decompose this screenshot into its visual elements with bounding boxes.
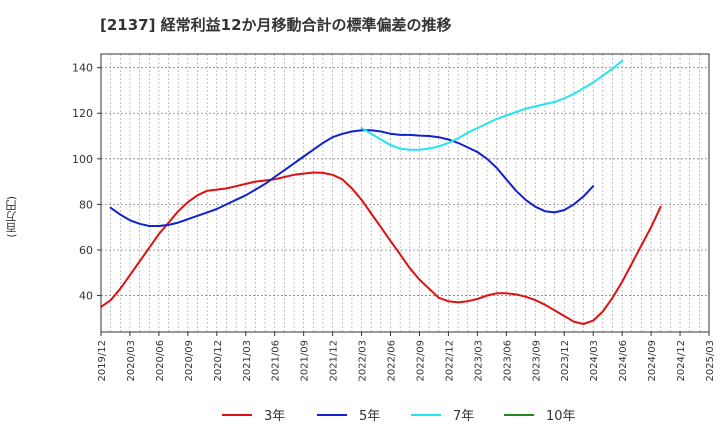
x-tick-label: 2023/03	[473, 340, 484, 382]
x-tick-label: 2020/03	[126, 340, 137, 382]
x-tick-label: 2022/06	[387, 340, 398, 382]
x-tick-label: 2020/12	[213, 340, 224, 382]
y-ticks: 40 60 80 100 120 140	[72, 62, 101, 303]
legend-label: 3年	[264, 409, 285, 424]
x-tick-label: 2021/03	[242, 340, 253, 382]
y-tick-label: 60	[79, 244, 93, 257]
x-tick-label: 2024/12	[676, 340, 687, 382]
x-tick-label: 2021/06	[271, 340, 282, 382]
plot-frame	[100, 53, 710, 333]
x-tick-label: 2025/03	[705, 340, 716, 382]
x-ticks: 2019/12 2020/03 2020/06 2020/09 2020/12 2021/…	[97, 332, 716, 382]
series-line-7年	[360, 59, 624, 151]
x-tick-label: 2024/03	[589, 340, 600, 382]
legend-label: 10年	[546, 409, 576, 424]
x-tick-label: 2022/09	[415, 340, 426, 382]
x-tick-label: 2024/09	[647, 340, 658, 382]
series-line-3年	[100, 171, 662, 325]
x-tick-label: 2022/03	[358, 340, 369, 382]
x-tick-label: 2020/06	[155, 340, 166, 382]
legend-label: 5年	[359, 409, 380, 424]
chart-title: [2137] 経常利益12か月移動合計の標準偏差の推移	[100, 16, 452, 34]
y-tick-label: 140	[72, 62, 93, 75]
x-tick-label: 2022/12	[444, 340, 455, 382]
x-tick-label: 2021/09	[300, 340, 311, 382]
x-tick-label: 2024/06	[618, 340, 629, 382]
x-tick-label: 2020/09	[184, 340, 195, 382]
grid-layer	[101, 54, 709, 332]
x-tick-label: 2023/06	[502, 340, 513, 382]
x-tick-label: 2023/09	[531, 340, 542, 382]
y-tick-label: 80	[79, 198, 93, 211]
legend: 3年 5年 7年 10年	[222, 409, 576, 424]
x-tick-label: 2023/12	[560, 340, 571, 382]
y-tick-label: 100	[72, 153, 93, 166]
legend-label: 7年	[453, 409, 474, 424]
series-layer	[100, 59, 662, 325]
y-tick-label: 40	[79, 290, 93, 303]
x-tick-label: 2021/12	[329, 340, 340, 382]
x-tick-label: 2019/12	[97, 340, 108, 382]
series-line-5年	[109, 129, 595, 227]
y-tick-label: 120	[72, 107, 93, 120]
